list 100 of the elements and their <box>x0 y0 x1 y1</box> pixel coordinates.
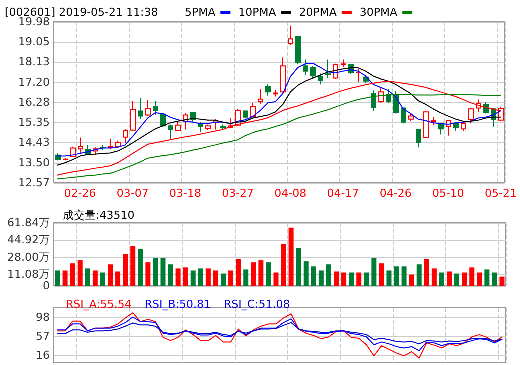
bar <box>318 270 324 286</box>
line-series <box>57 94 502 180</box>
bar <box>409 274 414 286</box>
candlestick <box>453 122 459 132</box>
bar <box>424 260 430 286</box>
bar <box>349 272 354 286</box>
bar <box>439 272 444 286</box>
candlestick <box>325 59 331 79</box>
bar <box>160 258 166 286</box>
y-tick-label: 28.00万 <box>8 250 50 264</box>
bar <box>356 272 362 286</box>
candlestick <box>295 36 301 66</box>
candlestick <box>115 140 121 148</box>
x-tick-label: 03-07 <box>116 187 149 200</box>
bar <box>100 272 106 286</box>
bar <box>116 272 121 286</box>
candlestick <box>243 110 248 120</box>
x-tick-label: 04-26 <box>380 187 412 200</box>
legend-label: 30PMA <box>360 6 398 19</box>
bar <box>432 268 437 286</box>
candlestick <box>258 88 263 104</box>
bar <box>236 260 242 286</box>
bar <box>70 264 76 286</box>
candlestick <box>280 57 286 94</box>
bar <box>386 270 392 286</box>
candlestick <box>220 124 226 130</box>
y-tick-label: 16 <box>36 349 50 362</box>
candlestick <box>130 101 136 132</box>
bar <box>342 272 347 286</box>
y-tick-label: 57 <box>36 330 50 344</box>
bar <box>183 268 188 286</box>
bar <box>146 262 151 286</box>
bar <box>288 228 294 286</box>
bar <box>266 262 272 286</box>
bar <box>379 264 384 286</box>
x-tick-label: 05-10 <box>432 187 464 200</box>
candlestick <box>423 110 429 139</box>
candlestick <box>401 107 406 124</box>
bar <box>372 258 377 286</box>
bar <box>416 264 422 286</box>
series-label: RSI_C:51.08 <box>224 298 290 311</box>
candlestick <box>198 122 203 133</box>
candlestick <box>250 102 256 118</box>
legend-label: 5PMA <box>184 6 216 19</box>
bar <box>55 270 60 286</box>
legend-label: 20PMA <box>299 6 338 19</box>
chart-title: 成交量:43510 <box>63 209 135 222</box>
y-tick-label: 0 <box>43 280 50 292</box>
candlestick <box>288 25 293 46</box>
candlestick <box>378 88 384 104</box>
y-tick-label: 17.20 <box>18 76 50 89</box>
candlestick <box>461 121 466 132</box>
bar <box>462 272 468 286</box>
bar <box>304 262 309 286</box>
candlestick <box>273 90 278 98</box>
bar <box>334 272 339 286</box>
candlestick <box>153 101 158 116</box>
bar <box>274 272 279 286</box>
bar <box>92 270 98 286</box>
y-tick-label: 13.50 <box>18 156 50 170</box>
bar <box>78 260 83 286</box>
candlestick <box>416 128 421 148</box>
bar <box>296 248 302 286</box>
x-tick-label: 03-27 <box>222 187 254 200</box>
candlestick <box>175 121 181 132</box>
bar <box>130 246 136 286</box>
y-tick-label: 98 <box>36 311 50 324</box>
bar <box>258 260 264 286</box>
candlestick <box>393 91 399 114</box>
line-series <box>57 80 502 176</box>
line-series <box>57 312 503 359</box>
candlestick <box>356 68 361 83</box>
y-tick-label: 44.92万 <box>8 234 50 247</box>
bar <box>85 268 90 286</box>
candlestick <box>431 116 436 126</box>
bar <box>213 270 218 286</box>
candlestick <box>371 90 376 112</box>
x-tick-label: 04-08 <box>274 187 307 200</box>
bar <box>123 254 128 286</box>
candlestick <box>318 73 323 86</box>
bar <box>500 276 505 286</box>
series-label: RSI_B:50.81 <box>144 298 212 311</box>
series-label: RSI_A:55.54 <box>66 298 132 311</box>
x-tick-label: 03-18 <box>169 187 202 200</box>
candlestick <box>408 113 414 122</box>
bar <box>228 270 234 286</box>
candlestick <box>123 128 128 144</box>
candlestick <box>310 66 316 79</box>
bar <box>221 274 226 286</box>
bar <box>108 264 113 286</box>
candlestick <box>78 137 83 154</box>
y-tick-label: 15.35 <box>18 116 50 130</box>
bar <box>311 266 316 286</box>
bar <box>364 272 370 286</box>
candlestick <box>138 98 143 120</box>
y-tick-label: 14.43 <box>18 136 50 150</box>
bar <box>176 268 181 286</box>
line-series <box>57 322 503 345</box>
candlestick <box>438 123 444 136</box>
bar <box>477 272 482 286</box>
